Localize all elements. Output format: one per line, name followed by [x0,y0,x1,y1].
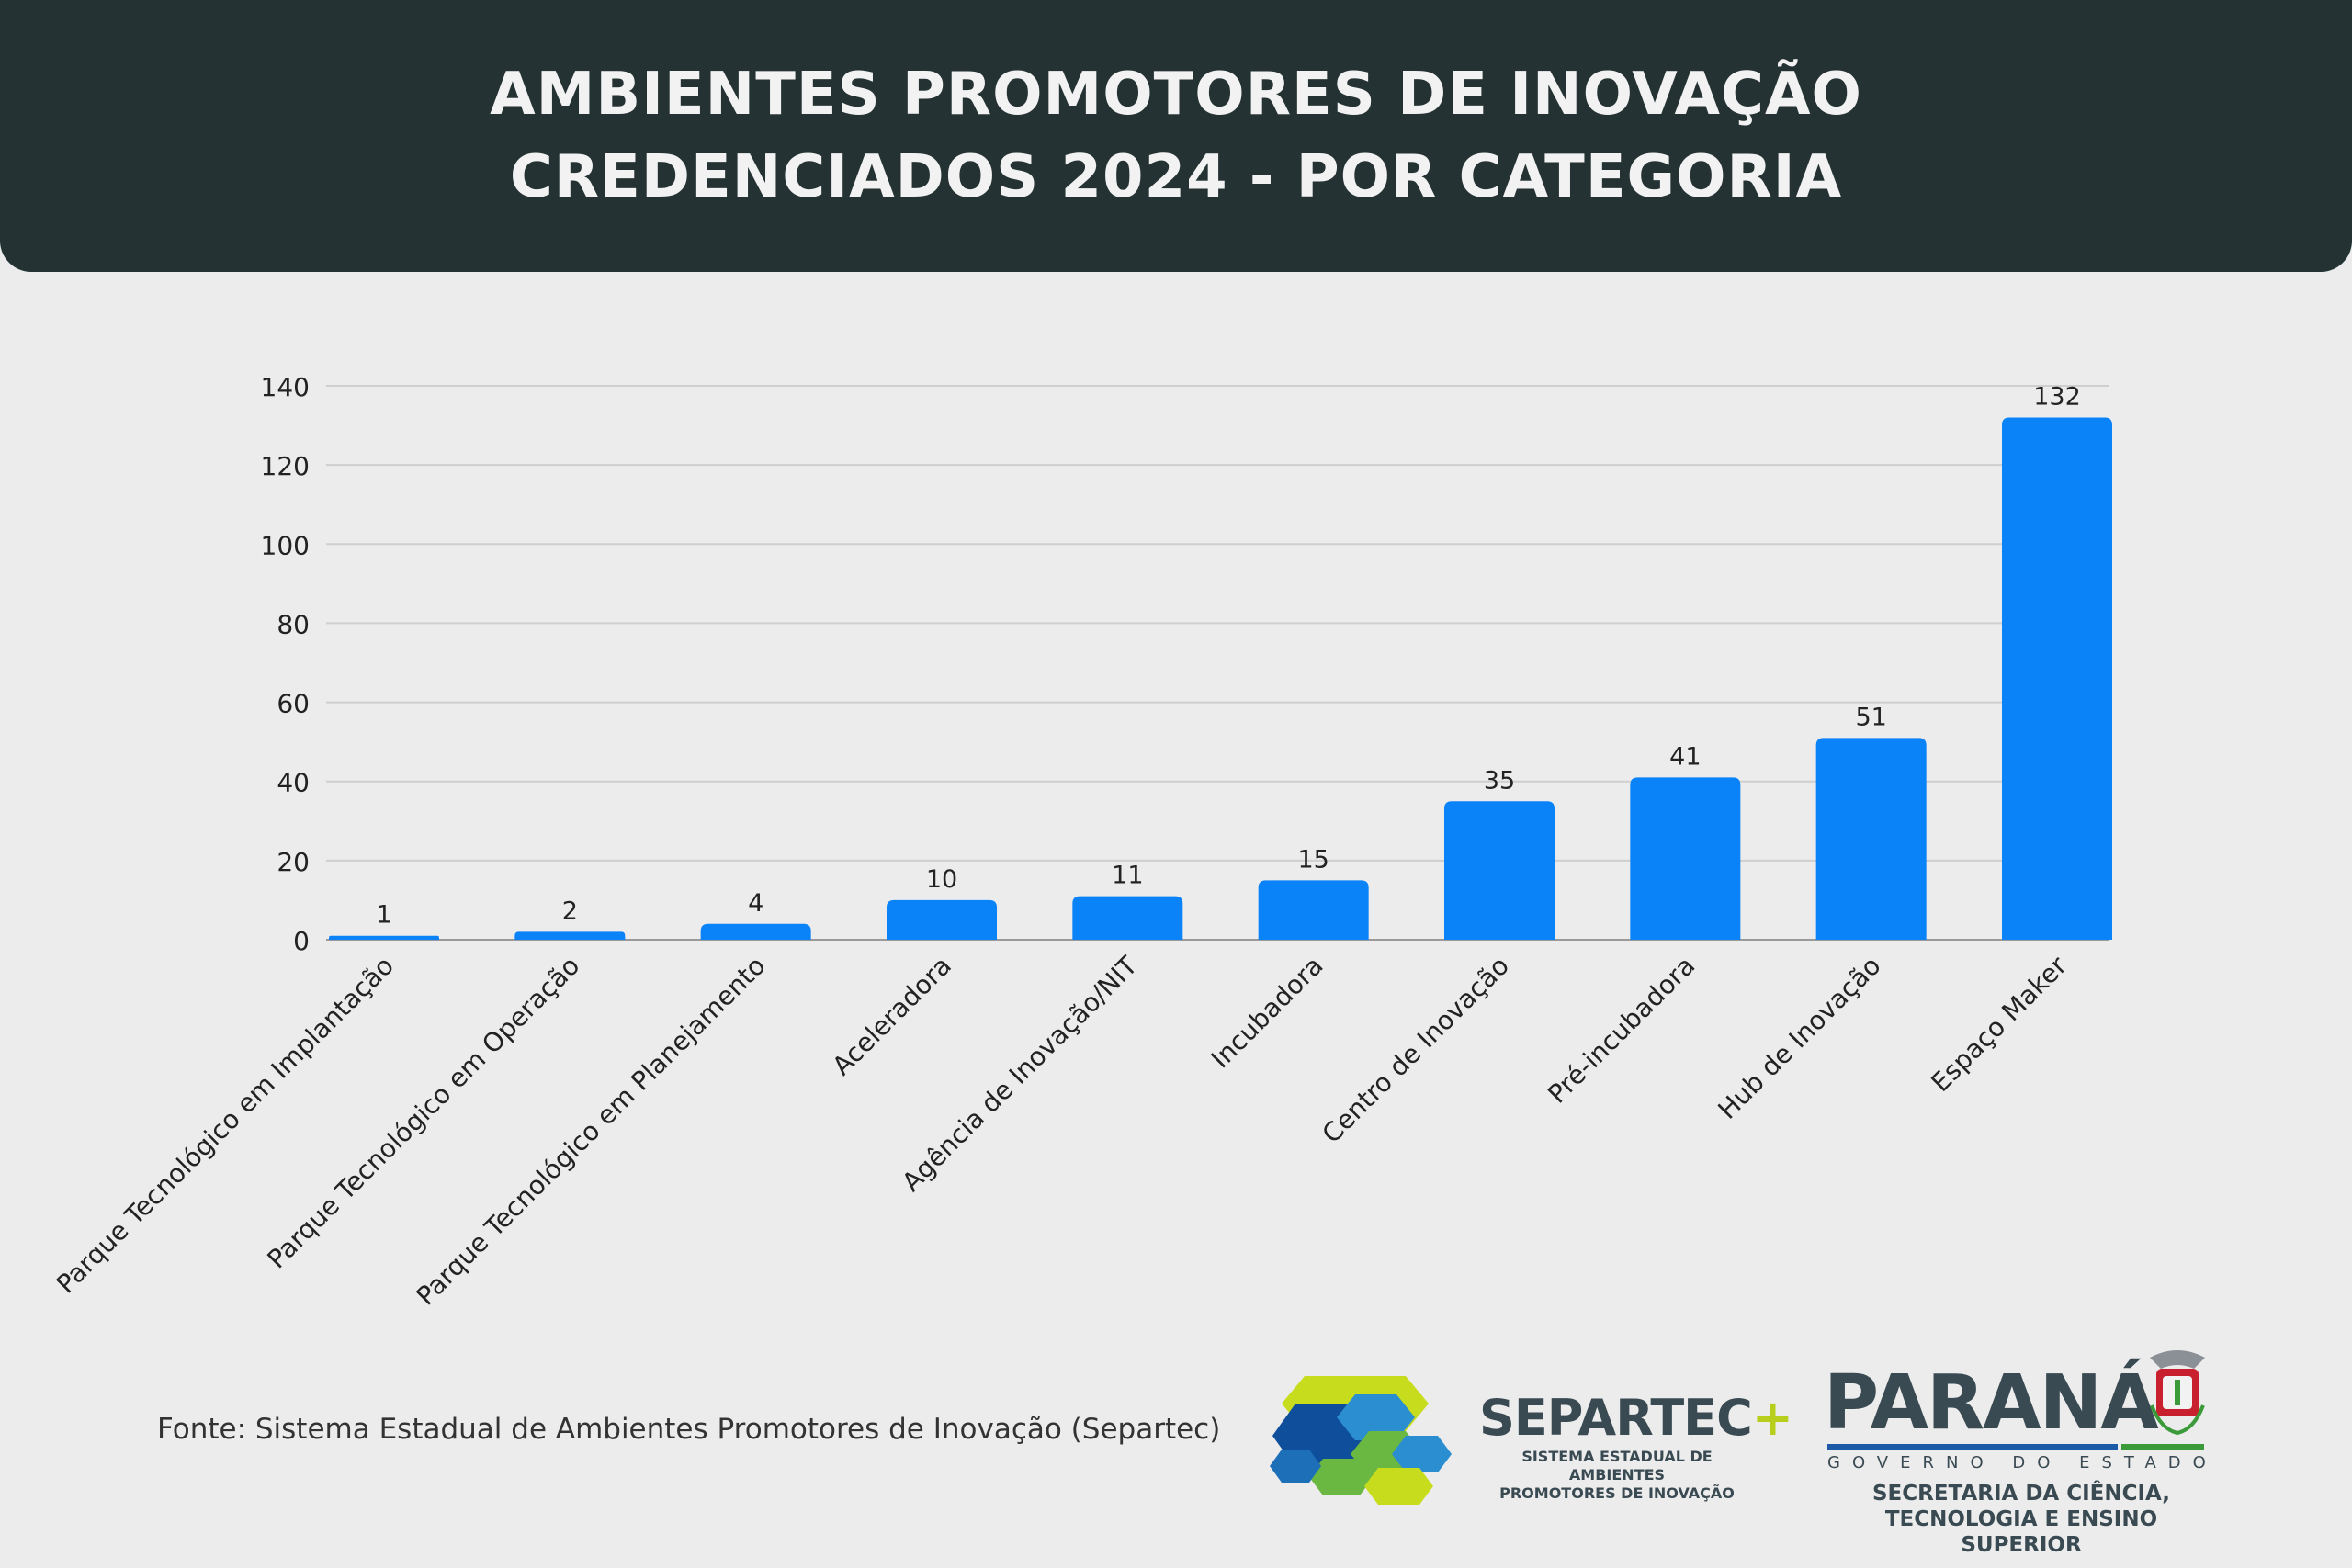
data-label: 1 [376,901,391,930]
data-label: 35 [1484,766,1515,795]
y-tick-label: 140 [261,372,310,402]
x-tick-label: Aceleradora [826,951,957,1082]
x-tick-label: Parque Tecnológico em Operação [261,951,585,1275]
data-label: 2 [562,897,578,925]
parana-government-logo: PARANÁ GOVERNO DO ESTADO SECRETARIA DA C… [1824,1341,2228,1557]
x-tick-label: Parque Tecnológico em Implantação [51,951,400,1300]
bar-chart: 0 20 40 60 80 100 120 140 1 Parque Tecnológico em… [51,372,2112,1312]
data-label: 11 [1112,862,1143,890]
header-banner: AMBIENTES PROMOTORES DE INOVAÇÃO CREDENC… [0,0,2352,272]
y-tick-label: 80 [277,609,310,639]
x-tick-label: Pré-incubadora [1542,951,1701,1110]
separtec-subtitle: SISTEMA ESTADUAL DE AMBIENTES PROMOTORES… [1499,1448,1735,1502]
secretaria-label: SECRETARIA DA CIÊNCIA, TECNOLOGIA E ENSI… [1871,1482,2171,1557]
separtec-wordmark: SEPARTEC+ [1479,1389,1793,1447]
bar [329,935,439,940]
separtec-logo: SEPARTEC+ SISTEMA ESTADUAL DE AMBIENTES … [1268,1359,1793,1506]
bar [514,931,626,940]
state-coat-of-arms-icon [2150,1350,2205,1436]
y-tick-label: 60 [277,689,310,719]
divider-green [2121,1444,2204,1450]
bar [1444,801,1555,940]
data-label: 4 [748,889,763,918]
data-label: 132 [2033,382,2081,411]
x-tick-label: Hub de Inovação [1712,951,1886,1125]
chart-title-line-2: CREDENCIADOS 2024 - POR CATEGORIA [509,143,1843,211]
source-note: Fonte: Sistema Estadual de Ambientes Pro… [157,1413,1221,1446]
governo-label: GOVERNO DO ESTADO [1827,1453,2218,1472]
bar [1072,896,1183,940]
parana-wordmark: PARANÁ [1824,1359,2159,1447]
divider-blue [1827,1444,2118,1450]
chart-title-line-1: AMBIENTES PROMOTORES DE INOVAÇÃO [490,61,1862,129]
data-label: 41 [1669,742,1701,771]
data-label: 15 [1297,845,1329,874]
y-tick-label: 20 [277,847,310,877]
data-label: 51 [1855,703,1886,731]
bar [1258,880,1369,940]
data-label: 10 [926,865,957,894]
bar [887,899,997,940]
y-tick-label: 100 [261,530,310,560]
y-tick-label: 120 [261,451,310,481]
hexagon-cluster-icon [1270,1376,1452,1505]
bar [2002,417,2112,940]
y-tick-label: 0 [293,926,310,956]
bar [700,923,811,940]
y-tick-label: 40 [277,768,310,798]
bar [1630,777,1741,940]
x-tick-label: Parque Tecnológico em Planejamento [411,951,772,1312]
x-tick-label: Incubadora [1205,951,1329,1075]
x-tick-label: Centro de Inovação [1317,951,1515,1149]
x-tick-label: Espaço Maker [1925,950,2073,1098]
bar [1815,738,1927,940]
